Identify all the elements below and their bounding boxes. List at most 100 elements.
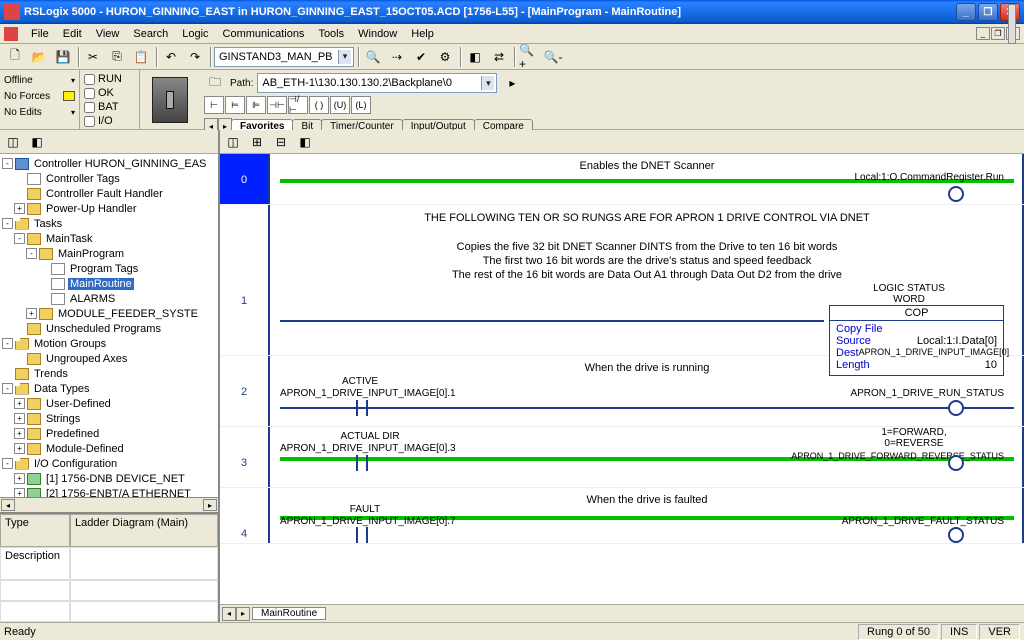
go-online-icon[interactable]: ⇄ [488, 46, 510, 68]
tree-node[interactable]: Ungrouped Axes [2, 351, 216, 366]
branch-icon[interactable]: ⊨ [225, 96, 245, 114]
xic-contact[interactable] [352, 455, 372, 471]
tree-node[interactable]: -Motion Groups [2, 336, 216, 351]
tree-node[interactable]: -Data Types [2, 381, 216, 396]
tree-node[interactable]: -I/O Configuration [2, 456, 216, 471]
tree-expander-icon[interactable] [38, 278, 49, 289]
path-browse-icon[interactable]: 🗀 [204, 72, 226, 94]
minimize-button[interactable]: _ [956, 3, 976, 21]
tree-expander-icon[interactable]: + [14, 413, 25, 424]
ote-icon[interactable]: ( ) [309, 96, 329, 114]
editor-tab[interactable]: MainRoutine [252, 607, 326, 620]
panel-resize-handle[interactable] [1008, 4, 1016, 44]
tree-expander-icon[interactable] [14, 188, 25, 199]
open-icon[interactable]: 📂 [28, 46, 50, 68]
tree-node[interactable]: Unscheduled Programs [2, 321, 216, 336]
tree-expander-icon[interactable]: - [2, 458, 13, 469]
menu-edit[interactable]: Edit [56, 26, 89, 42]
copy-icon[interactable]: ⎘ [106, 46, 128, 68]
cut-icon[interactable]: ✂ [82, 46, 104, 68]
tree-node[interactable]: Controller Tags [2, 171, 216, 186]
xic-contact[interactable] [352, 527, 372, 543]
tree-node[interactable]: +Module-Defined [2, 441, 216, 456]
path-combo[interactable]: AB_ETH-1\130.130.130.2\Backplane\0 [257, 73, 497, 93]
tag-combo[interactable]: GINSTAND3_MAN_PB [214, 47, 354, 67]
menu-file[interactable]: File [24, 26, 56, 42]
status-run-checkbox[interactable] [84, 74, 95, 85]
ed-tool-4[interactable]: ◧ [294, 131, 316, 153]
status-i/o-checkbox[interactable] [84, 116, 95, 127]
menu-view[interactable]: View [89, 26, 127, 42]
rung-icon[interactable]: ⊢ [204, 96, 224, 114]
tree-expander-icon[interactable]: + [14, 428, 25, 439]
tree-node[interactable]: +[1] 1756-DNB DEVICE_NET [2, 471, 216, 486]
build-icon[interactable]: ⚙ [434, 46, 456, 68]
rung-3[interactable]: 3 ACTUAL DIR APRON_1_DRIVE_INPUT_IMAGE[0… [220, 427, 1024, 488]
tree-node[interactable]: +MODULE_FEEDER_SYSTE [2, 306, 216, 321]
menu-window[interactable]: Window [351, 26, 404, 42]
zoom-in-icon[interactable]: 🔍+ [518, 46, 540, 68]
tree-expander-icon[interactable] [38, 263, 49, 274]
tree-node[interactable]: Trends [2, 366, 216, 381]
tree-node[interactable]: +[2] 1756-ENBT/A ETHERNET_ [2, 486, 216, 497]
tree-expander-icon[interactable]: + [14, 488, 25, 497]
tree-expander-icon[interactable]: + [14, 473, 25, 484]
tree-expander-icon[interactable]: - [14, 233, 25, 244]
tree-expander-icon[interactable] [14, 323, 25, 334]
rung-1[interactable]: 1 THE FOLLOWING TEN OR SO RUNGS ARE FOR … [220, 205, 1024, 356]
path-go-icon[interactable]: ▸ [501, 72, 523, 94]
edits-dropdown-icon[interactable]: ▾ [71, 108, 75, 117]
maximize-button[interactable]: ❐ [978, 3, 998, 21]
redo-icon[interactable]: ↷ [184, 46, 206, 68]
menu-tools[interactable]: Tools [311, 26, 351, 42]
tree-node[interactable]: Controller Fault Handler [2, 186, 216, 201]
tree-node[interactable]: +Power-Up Handler [2, 201, 216, 216]
tree-scroll-left-icon[interactable]: ◂ [1, 499, 15, 511]
otu-icon[interactable]: (U) [330, 96, 350, 114]
tree-node[interactable]: +Strings [2, 411, 216, 426]
branch-level-icon[interactable]: ⊫ [246, 96, 266, 114]
tree-node[interactable]: -MainProgram [2, 246, 216, 261]
tree-expander-icon[interactable]: + [14, 203, 25, 214]
status-ok-checkbox[interactable] [84, 88, 95, 99]
tree-node[interactable]: -Controller HURON_GINNING_EAS [2, 156, 216, 171]
tree-node[interactable]: -MainTask [2, 231, 216, 246]
tree-node[interactable]: +User-Defined [2, 396, 216, 411]
menu-logic[interactable]: Logic [175, 26, 215, 42]
tree-node[interactable]: ALARMS [2, 291, 216, 306]
tree-scroll-right-icon[interactable]: ▸ [203, 499, 217, 511]
mode-dropdown-icon[interactable]: ▾ [71, 76, 75, 85]
tree-node[interactable]: Program Tags [2, 261, 216, 276]
status-bat-checkbox[interactable] [84, 102, 95, 113]
edtab-next-icon[interactable]: ▸ [236, 607, 250, 621]
xic-icon[interactable]: ⊣⊢ [267, 96, 287, 114]
tree-expander-icon[interactable]: - [2, 383, 13, 394]
rung-0[interactable]: 0 Enables the DNET Scanner Local:1:O.Com… [220, 154, 1024, 205]
ote-coil[interactable] [948, 186, 964, 202]
controller-props-icon[interactable]: ◧ [464, 46, 486, 68]
tree-node[interactable]: MainRoutine [2, 276, 216, 291]
find-next-icon[interactable]: ⇢ [386, 46, 408, 68]
rung-4[interactable]: 4 When the drive is faulted FAULT APRON_… [220, 488, 1024, 544]
tree-tool-1[interactable]: ◫ [2, 131, 24, 153]
menu-search[interactable]: Search [126, 26, 175, 42]
tree-expander-icon[interactable]: - [26, 248, 37, 259]
tree-expander-icon[interactable] [14, 173, 25, 184]
xio-icon[interactable]: ⊣/⊢ [288, 96, 308, 114]
zoom-out-icon[interactable]: 🔍- [542, 46, 564, 68]
edtab-prev-icon[interactable]: ◂ [222, 607, 236, 621]
save-icon[interactable]: 💾 [52, 46, 74, 68]
ote-coil[interactable] [948, 527, 964, 543]
menu-communications[interactable]: Communications [216, 26, 312, 42]
tree-expander-icon[interactable] [2, 368, 13, 379]
find-icon[interactable]: 🔍 [362, 46, 384, 68]
tree-expander-icon[interactable]: + [26, 308, 37, 319]
otl-icon[interactable]: (L) [351, 96, 371, 114]
new-icon[interactable]: 🗋 [4, 46, 26, 68]
tree-expander-icon[interactable] [38, 293, 49, 304]
mdi-restore[interactable]: ❐ [991, 27, 1005, 40]
tree-node[interactable]: -Tasks [2, 216, 216, 231]
ed-tool-3[interactable]: ⊟ [270, 131, 292, 153]
ladder-area[interactable]: 0 Enables the DNET Scanner Local:1:O.Com… [220, 154, 1024, 604]
tree-expander-icon[interactable]: - [2, 218, 13, 229]
